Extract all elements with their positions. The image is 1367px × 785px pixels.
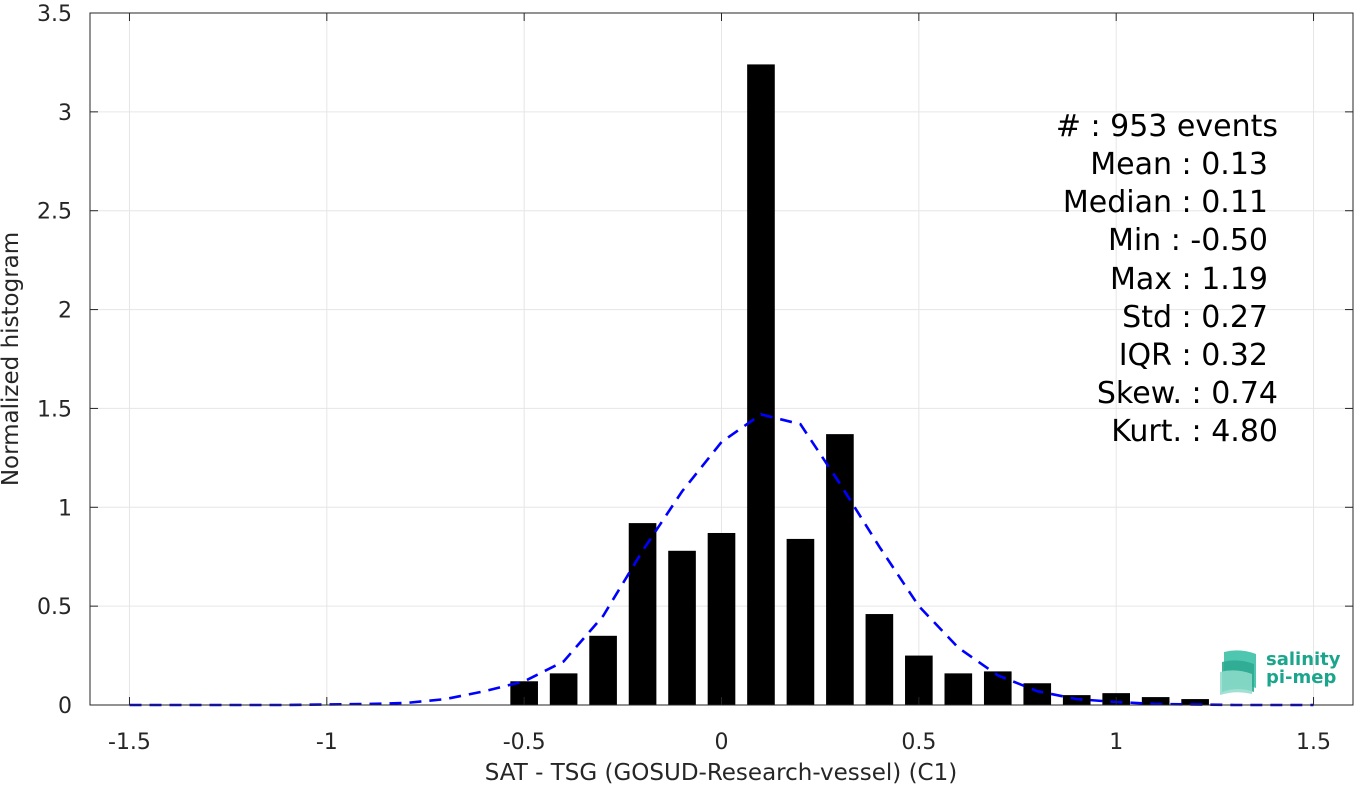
histogram-bar: [786, 538, 815, 705]
histogram-bar: [944, 673, 973, 705]
x-tick-label: 1: [1109, 730, 1123, 755]
x-tick-label: -1: [316, 730, 338, 755]
statistics-annotation: # : 953 events Mean : 0.13 Median : 0.11…: [1056, 109, 1278, 449]
stat-count: # : 953 events: [1056, 109, 1278, 144]
y-axis-label: Normalized histogram: [0, 232, 24, 486]
stat-skew: Skew. : 0.74: [1097, 376, 1278, 411]
histogram-bar: [1141, 697, 1170, 705]
histogram-bar: [510, 681, 538, 705]
y-axis-ticks: 0 0.5 1 1.5 2 2.5 3 3.5: [37, 2, 1353, 719]
stat-kurt: Kurt. : 4.80: [1111, 414, 1278, 449]
x-tick-label: 0: [715, 730, 729, 755]
histogram-bar: [589, 635, 617, 705]
stat-min: Min : -0.50: [1108, 223, 1268, 258]
y-tick-label: 2: [58, 299, 72, 324]
x-tick-label: 0.5: [901, 730, 936, 755]
stat-mean: Mean : 0.13: [1090, 147, 1268, 182]
histogram-bar: [905, 655, 933, 705]
logo-text-salinity: salinity: [1266, 649, 1341, 670]
stat-iqr: IQR : 0.32: [1119, 338, 1268, 373]
salinity-pi-mep-logo: salinity pi-mep: [1218, 648, 1348, 696]
x-tick-label: -1.5: [108, 730, 151, 755]
y-tick-label: 1.5: [37, 397, 72, 422]
stat-std: Std : 0.27: [1122, 300, 1268, 335]
x-axis-ticks: -1.5 -1 -0.5 0 0.5 1 1.5: [108, 13, 1331, 755]
y-tick-label: 0: [58, 694, 72, 719]
y-tick-label: 0.5: [37, 595, 72, 620]
histogram-bar: [1181, 699, 1209, 705]
wave-logo-icon: [1220, 650, 1256, 695]
gaussian-fit-curve: [129, 412, 1314, 707]
histogram-bar: [983, 671, 1012, 705]
x-tick-label: 1.5: [1296, 730, 1331, 755]
logo-text-pi-mep: pi-mep: [1266, 667, 1337, 688]
stat-median: Median : 0.11: [1063, 185, 1268, 220]
stat-max: Max : 1.19: [1110, 262, 1268, 297]
histogram-bar: [747, 64, 775, 706]
histogram-bar: [549, 673, 578, 705]
histogram-bars: [510, 64, 1209, 706]
histogram-bar: [1023, 683, 1052, 705]
histogram-bar: [707, 532, 736, 705]
y-tick-label: 1: [58, 496, 72, 521]
histogram-bar: [668, 550, 696, 705]
x-tick-label: -0.5: [503, 730, 546, 755]
histogram-bar: [865, 614, 894, 705]
grid: [90, 12, 1353, 706]
x-axis-label: SAT - TSG (GOSUD-Research-vessel) (C1): [485, 760, 957, 785]
y-tick-label: 3: [58, 101, 72, 126]
histogram-bar: [826, 434, 854, 705]
y-tick-label: 3.5: [37, 2, 72, 27]
y-tick-label: 2.5: [37, 200, 72, 225]
histogram-bar: [628, 523, 657, 705]
